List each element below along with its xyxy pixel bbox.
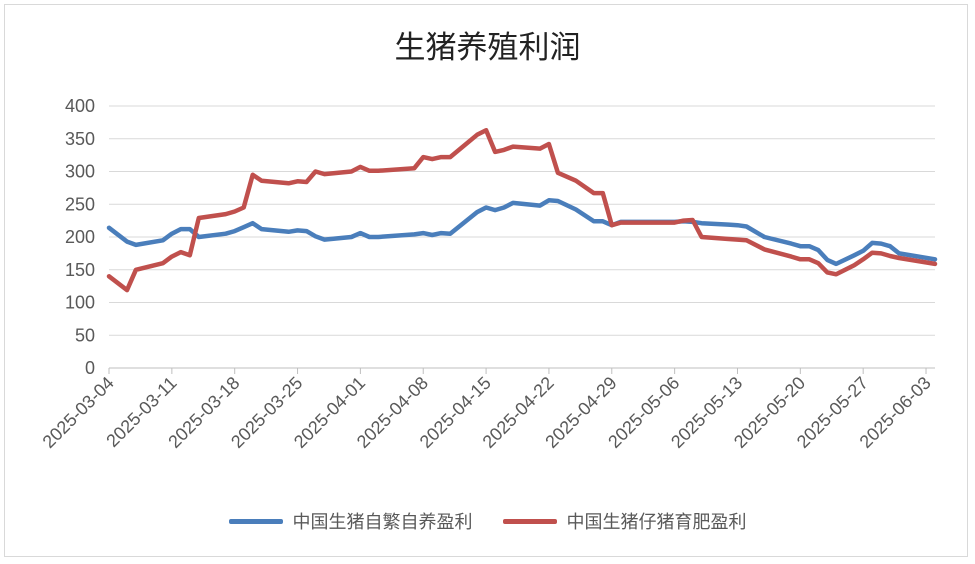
series-line-1 (106, 127, 938, 293)
x-axis: 2025-03-042025-03-112025-03-182025-03-25… (39, 367, 935, 452)
legend-item-piglet-fattening: 中国生猪仔猪育肥盈利 (502, 508, 747, 534)
chart-frame (4, 4, 968, 557)
chart-title: 生猪养殖利润 (394, 30, 581, 66)
y-tick-label: 350 (65, 129, 95, 149)
y-tick-label: 400 (65, 96, 95, 116)
y-tick-label: 100 (65, 293, 95, 313)
legend: 中国生猪自繁自养盈利 中国生猪仔猪育肥盈利 (0, 508, 975, 534)
y-tick-label: 300 (65, 162, 95, 182)
series-line-0 (106, 198, 938, 267)
gridlines (109, 105, 935, 336)
y-tick-label: 250 (65, 194, 95, 214)
y-tick-label: 200 (65, 227, 95, 247)
y-tick-label: 0 (85, 358, 95, 378)
legend-swatch-red (502, 518, 557, 524)
legend-item-self-breeding: 中国生猪自繁自养盈利 (228, 508, 473, 534)
legend-swatch-blue (228, 518, 283, 524)
y-tick-label: 50 (75, 325, 95, 345)
y-axis-ticks: 0 50 100 150 200 250 300 350 400 (65, 96, 95, 378)
series-lines (106, 127, 938, 293)
legend-label-self-breeding: 中国生猪自繁自养盈利 (292, 512, 473, 533)
line-chart: 0 50 100 150 200 250 300 350 400 2025-03-042025-… (39, 96, 938, 452)
legend-label-piglet-fattening: 中国生猪仔猪育肥盈利 (566, 512, 747, 533)
y-tick-label: 150 (65, 260, 95, 280)
